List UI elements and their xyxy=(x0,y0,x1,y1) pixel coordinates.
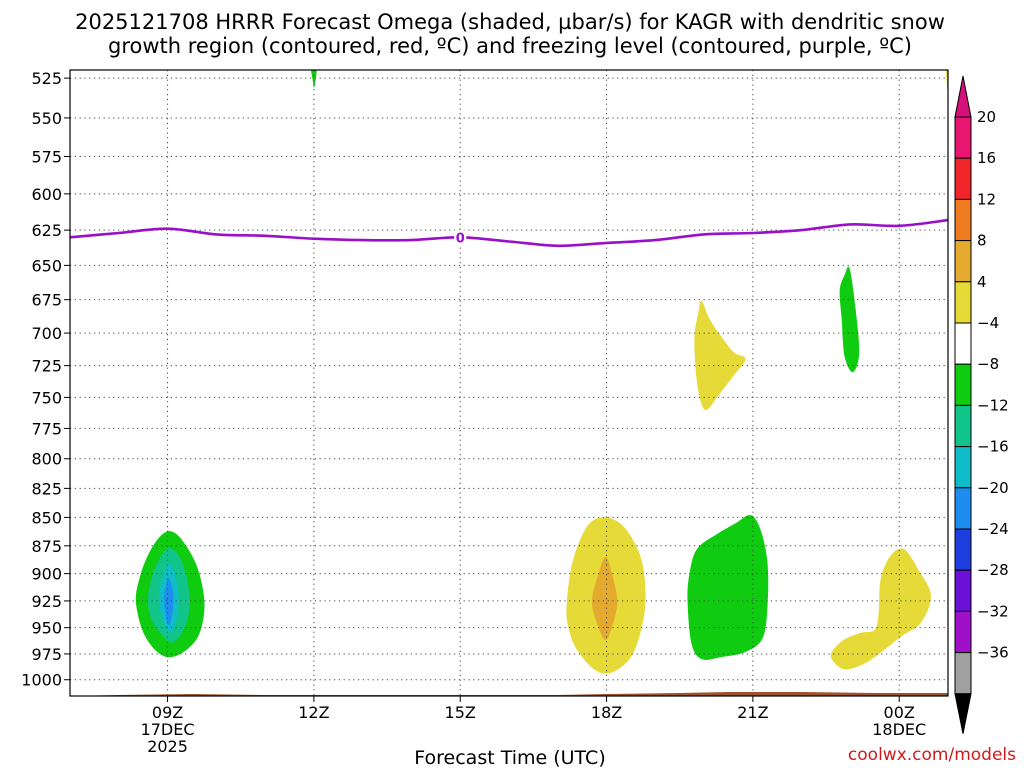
omega-region-ascent-23z-upper xyxy=(839,266,860,373)
colorbar-label-13: −36 xyxy=(977,644,1009,662)
x-tick-label-09Z: 09Z xyxy=(152,703,183,722)
freezing-label-bg xyxy=(454,230,467,245)
omega-shaded-regions xyxy=(135,70,948,674)
colorbar-overflow-low xyxy=(954,693,972,734)
y-tick-label-650: 650 xyxy=(31,256,62,275)
colorbar-swatch-2 xyxy=(954,198,972,242)
chart-title-line-1: 2025121708 HRRR Forecast Omega (shaded, … xyxy=(75,10,945,34)
ground-surface xyxy=(70,692,948,696)
colorbar-swatch-9 xyxy=(954,487,972,530)
y-tick-label-825: 825 xyxy=(31,479,62,498)
omega-region-ascent-21z-large xyxy=(687,514,769,660)
colorbar-swatch-8 xyxy=(954,446,972,489)
y-tick-label-600: 600 xyxy=(31,185,62,204)
colorbar-label-6: −8 xyxy=(977,355,999,373)
omega-region-descent-21z-upper xyxy=(694,300,746,411)
y-tick-label-775: 775 xyxy=(31,419,62,438)
colorbar-label-2: 12 xyxy=(977,190,996,208)
colorbar-swatch-11 xyxy=(954,569,972,612)
y-tick-label-575: 575 xyxy=(31,147,62,166)
colorbar-swatch-6 xyxy=(954,363,972,406)
colorbar-swatch-1 xyxy=(954,157,972,200)
colorbar-swatch-5 xyxy=(954,322,972,365)
chart-title-line-2: growth region (contoured, red, ºC) and f… xyxy=(108,34,912,58)
omega-region-ascent-09z-core xyxy=(164,578,174,625)
colorbar-swatch-3 xyxy=(954,240,972,283)
colorbar-label-0: 20 xyxy=(977,108,996,126)
y-tick-label-850: 850 xyxy=(31,508,62,527)
colorbar-swatch-12 xyxy=(954,610,972,654)
plot-frame xyxy=(69,69,949,697)
y-tick-label-550: 550 xyxy=(31,109,62,128)
colorbar-label-10: −24 xyxy=(977,520,1009,538)
colorbar-label-12: −32 xyxy=(977,602,1009,620)
x-tick-label-12Z: 12Z xyxy=(298,703,329,722)
colorbar-label-11: −28 xyxy=(977,561,1009,579)
x-tick-date-00Z: 18DEC xyxy=(872,720,926,739)
colorbar-swatch-13 xyxy=(954,652,972,695)
grid-lines xyxy=(70,70,948,696)
y-tick-label-900: 900 xyxy=(31,565,62,584)
omega-colorbar: 20 16 12 8 4 −4 −8 −12 −16 −20 −24 −28 −32 −36 xyxy=(954,75,1009,734)
y-tick-label-975: 975 xyxy=(31,645,62,664)
y-tick-label-725: 725 xyxy=(31,357,62,376)
x-tick-label-21Z: 21Z xyxy=(737,703,768,722)
x-tick-year-09Z: 2025 xyxy=(147,737,188,756)
omega-region-descent-00z xyxy=(830,548,931,670)
colorbar-swatch-0 xyxy=(954,116,972,159)
y-tick-label-925: 925 xyxy=(31,592,62,611)
y-tick-label-875: 875 xyxy=(31,537,62,556)
omega-region-descent-18z-inner xyxy=(591,557,618,641)
colorbar-swatch-4 xyxy=(954,281,972,324)
y-tick-label-950: 950 xyxy=(31,619,62,638)
freezing-level-label: 0 xyxy=(456,231,465,246)
freezing-level-line xyxy=(69,218,949,248)
colorbar-label-1: 16 xyxy=(977,149,996,167)
credit-link[interactable]: coolwx.com/models xyxy=(848,745,1016,765)
ground-fill xyxy=(70,692,948,696)
x-axis-label: Forecast Time (UTC) xyxy=(414,747,605,768)
colorbar-label-7: −12 xyxy=(977,396,1009,414)
colorbar-label-8: −16 xyxy=(977,438,1009,456)
colorbar-overflow-high xyxy=(954,75,972,118)
pressure-axis: 525 550 575 600 625 650 675 700 725 750 775 800 825 8… xyxy=(21,69,70,690)
colorbar-label-5: −4 xyxy=(977,314,999,332)
colorbar-swatch-7 xyxy=(954,404,972,448)
x-tick-label-00Z: 00Z xyxy=(884,703,915,722)
y-tick-label-1000: 1000 xyxy=(21,671,62,690)
x-tick-label-15Z: 15Z xyxy=(445,703,476,722)
colorbar-label-3: 8 xyxy=(977,232,987,250)
y-tick-label-800: 800 xyxy=(31,450,62,469)
y-tick-label-700: 700 xyxy=(31,324,62,343)
y-tick-label-675: 675 xyxy=(31,291,62,310)
colorbar-label-4: 4 xyxy=(977,273,987,291)
y-tick-label-525: 525 xyxy=(31,69,62,88)
x-tick-date-09Z: 17DEC xyxy=(141,720,195,739)
y-tick-label-750: 750 xyxy=(31,388,62,407)
colorbar-swatch-10 xyxy=(954,528,972,571)
x-tick-label-18Z: 18Z xyxy=(591,703,622,722)
freezing-level-contour: 0 xyxy=(69,218,949,248)
colorbar-label-9: −20 xyxy=(977,479,1009,497)
omega-region-ascent-12z-top xyxy=(310,70,317,88)
y-tick-label-625: 625 xyxy=(31,221,62,240)
